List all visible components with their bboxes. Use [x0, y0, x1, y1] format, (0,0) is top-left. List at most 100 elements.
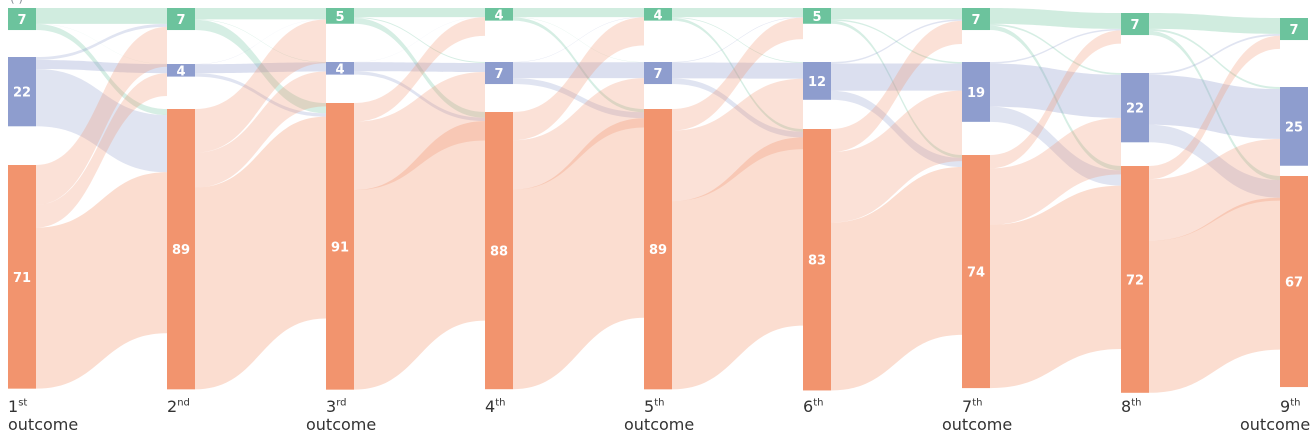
- node-A-stage-6: [803, 8, 831, 24]
- flow-B-to-A-stage-5: [672, 17, 803, 63]
- stage-number: 5th: [624, 398, 694, 416]
- flow-A-to-B-stage-4: [513, 17, 644, 63]
- flow-A-to-A-stage-2: [195, 8, 326, 20]
- flow-A-to-B-stage-3: [354, 17, 485, 63]
- stage-label-8: 8th: [1121, 398, 1141, 416]
- flow-B-to-B-stage-7: [990, 63, 1121, 118]
- flow-C-to-B-stage-1: [36, 73, 167, 228]
- stage-ordinal: 4: [485, 397, 496, 416]
- stage-ordinal-suffix: th: [654, 397, 665, 409]
- flow-A-to-C-stage-3: [354, 18, 485, 118]
- flow-B-to-C-stage-8: [1149, 124, 1280, 198]
- flow-B-to-C-stage-1: [36, 69, 167, 173]
- node-value-C-stage-4: 88: [490, 245, 508, 260]
- node-value-C-stage-3: 91: [331, 240, 349, 255]
- node-value-C-stage-8: 72: [1126, 273, 1144, 288]
- flow-C-to-C-stage-3: [354, 121, 485, 390]
- flow-C-to-A-stage-1: [36, 26, 167, 205]
- flow-A-to-A-stage-5: [672, 8, 803, 18]
- node-B-stage-1: [8, 57, 36, 127]
- flow-A-to-C-stage-6: [831, 20, 962, 158]
- node-B-stage-3: [326, 62, 354, 75]
- stage-ordinal: 6: [803, 397, 814, 416]
- flow-B-to-C-stage-5: [672, 78, 803, 138]
- stage-ordinal-suffix: nd: [177, 397, 190, 409]
- flow-A-to-A-stage-3: [354, 8, 485, 18]
- stage-word: outcome: [942, 415, 1013, 434]
- flow-C-to-B-stage-8: [1149, 138, 1280, 241]
- flow-A-to-A-stage-4: [513, 8, 644, 18]
- flow-A-to-C-stage-4: [513, 17, 644, 113]
- stage-label-4: 4th: [485, 398, 505, 416]
- flow-A-to-A-stage-6: [831, 8, 962, 20]
- node-value-B-stage-3: 4: [335, 62, 344, 77]
- node-value-B-stage-5: 7: [653, 67, 662, 82]
- flow-C-to-C-stage-1: [36, 172, 167, 389]
- flow-B-to-B-stage-2: [195, 62, 326, 74]
- stage-ordinal: 5: [644, 397, 655, 416]
- node-value-A-stage-2: 7: [176, 13, 185, 28]
- stage-label-1: 1st outcome: [8, 398, 78, 434]
- flow-C-to-A-stage-5: [672, 17, 803, 131]
- stage-number: 7th: [942, 398, 1012, 416]
- stage-number: 3rd: [306, 398, 376, 416]
- node-value-B-stage-8: 22: [1126, 102, 1144, 117]
- flow-C-to-C-stage-7: [990, 185, 1121, 389]
- node-A-stage-4: [485, 8, 513, 21]
- flow-C-to-C-stage-4: [513, 118, 644, 390]
- flow-C-to-A-stage-3: [354, 17, 485, 122]
- node-A-stage-5: [644, 8, 672, 21]
- node-B-stage-5: [644, 62, 672, 85]
- flow-C-to-A-stage-4: [513, 17, 644, 141]
- node-value-B-stage-9: 25: [1285, 120, 1303, 135]
- stage-number: 2nd: [167, 398, 190, 416]
- node-value-C-stage-9: 67: [1285, 276, 1303, 291]
- stage-ordinal-suffix: rd: [336, 397, 347, 409]
- stage-number: 9th: [1240, 398, 1310, 416]
- node-C-stage-6: [803, 129, 831, 391]
- flow-B-to-A-stage-8: [1149, 33, 1280, 75]
- flow-A-to-C-stage-2: [195, 19, 326, 114]
- stage-label-2: 2nd: [167, 398, 190, 416]
- node-value-C-stage-1: 71: [13, 271, 31, 286]
- stage-ordinal: 1: [8, 397, 19, 416]
- node-A-stage-3: [326, 8, 354, 24]
- node-A-stage-7: [962, 8, 990, 31]
- node-A-stage-8: [1121, 13, 1149, 36]
- flow-A-to-B-stage-2: [195, 19, 326, 63]
- flow-A-to-B-stage-8: [1149, 28, 1280, 90]
- flow-A-to-B-stage-6: [831, 19, 962, 64]
- flow-C-to-C-stage-8: [1149, 197, 1280, 393]
- node-C-stage-1: [8, 165, 36, 389]
- stage-label-3: 3rd outcome: [306, 398, 376, 434]
- flow-B-to-B-stage-4: [513, 62, 644, 79]
- flow-A-to-C-stage-5: [672, 17, 803, 132]
- node-value-C-stage-7: 74: [967, 266, 985, 281]
- node-C-stage-4: [485, 112, 513, 390]
- flow-A-to-A-stage-1: [36, 8, 167, 24]
- stage-ordinal: 7: [962, 397, 973, 416]
- flow-B-to-B-stage-1: [36, 59, 167, 74]
- stage-number: 8th: [1121, 398, 1141, 416]
- flow-C-to-C-stage-2: [195, 116, 326, 390]
- flow-C-to-B-stage-5: [672, 78, 803, 202]
- flow-C-to-B-stage-4: [513, 78, 644, 190]
- stage-label-5: 5th outcome: [624, 398, 694, 434]
- node-value-A-stage-9: 7: [1289, 23, 1298, 38]
- flow-C-to-A-stage-7: [990, 30, 1121, 169]
- node-value-A-stage-5: 4: [653, 8, 662, 23]
- node-value-C-stage-5: 89: [649, 243, 667, 258]
- node-C-stage-3: [326, 103, 354, 390]
- stage-ordinal: 9: [1280, 397, 1291, 416]
- flow-C-to-B-stage-6: [831, 90, 962, 223]
- stage-number: 6th: [803, 398, 823, 416]
- flow-A-to-C-stage-7: [990, 25, 1121, 171]
- node-value-B-stage-2: 4: [176, 64, 185, 79]
- stage-word: outcome: [624, 415, 695, 434]
- node-B-stage-4: [485, 62, 513, 85]
- node-value-A-stage-1: 7: [17, 13, 26, 28]
- node-value-B-stage-7: 19: [967, 86, 985, 101]
- flow-C-to-C-stage-6: [831, 167, 962, 391]
- flow-B-to-B-stage-5: [672, 62, 803, 79]
